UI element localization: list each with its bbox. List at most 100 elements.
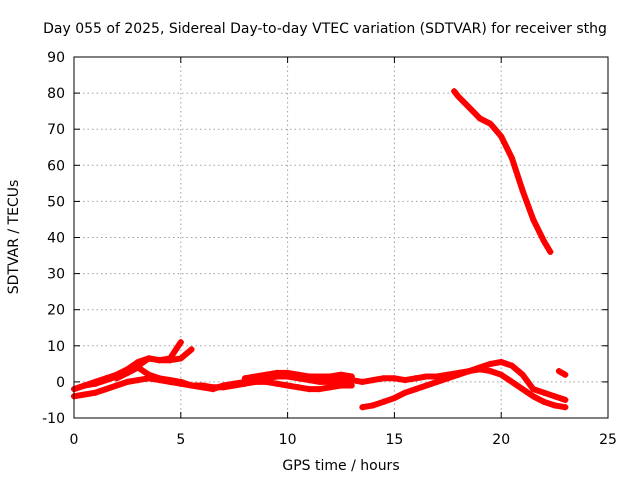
data-point [306,386,312,393]
data-point [241,380,248,387]
data-point [231,382,238,389]
data-point [476,364,483,371]
data-point [476,115,483,122]
data-point [455,371,462,378]
data-point [551,402,558,409]
x-tick-label: 20 [492,432,510,448]
data-point [124,369,131,376]
data-point [273,369,280,376]
data-point [167,378,174,385]
data-series [71,88,569,411]
data-point [177,355,184,362]
data-point [508,155,515,162]
x-axis-title: GPS time / hours [282,458,399,474]
data-point [555,368,562,375]
data-point [370,402,376,409]
data-point [487,120,494,127]
data-point [145,355,152,362]
y-tick-label: 60 [47,158,65,174]
data-point [135,377,142,384]
series-arc-g [451,88,554,255]
data-point [359,378,366,385]
data-point [92,389,99,396]
data-point [412,375,419,382]
data-point [284,382,291,389]
data-point [412,386,419,393]
data-point [380,398,387,405]
data-point [444,375,451,382]
data-point [316,386,323,393]
y-tick-label: 90 [47,50,65,66]
y-tick-label: -10 [42,411,65,427]
y-tick-label: 10 [47,339,65,355]
data-point [263,378,270,385]
data-point [199,382,206,389]
data-point [391,395,398,402]
y-tick-label: 0 [56,375,65,391]
data-point [156,357,163,364]
data-point [209,384,216,391]
data-point [338,377,344,384]
data-point [113,375,120,382]
data-point [487,360,494,367]
data-point [113,382,120,389]
data-point [391,375,398,382]
data-point [423,382,430,389]
y-tick-label: 70 [47,122,65,138]
data-point [402,389,409,396]
data-point [498,371,505,378]
data-point [423,373,430,380]
y-tick-label: 40 [47,231,65,247]
grid-lines [74,57,608,418]
data-point [530,216,537,223]
data-point [466,368,473,375]
data-point [252,373,259,380]
data-point [451,88,458,95]
x-tick-label: 0 [70,432,79,448]
data-point [124,378,131,385]
data-point [519,371,526,378]
data-point [327,373,334,380]
data-point [103,375,109,382]
data-point [434,373,441,380]
data-point [188,346,195,353]
y-tick-label: 80 [47,86,65,102]
data-point [498,133,505,140]
data-point [295,371,302,378]
data-point [338,371,344,378]
data-point [338,382,344,389]
data-point [402,377,409,384]
data-point [562,396,569,403]
data-point [487,368,494,375]
data-point [530,386,537,393]
y-tick-label: 30 [47,267,65,283]
data-point [348,373,355,380]
data-point [359,404,366,411]
data-point [380,375,387,382]
data-point [316,373,323,380]
data-point [135,362,142,369]
data-point [263,371,270,378]
data-point [241,375,248,382]
x-tick-label: 15 [385,432,403,448]
data-point [327,384,334,391]
data-point [156,377,163,384]
data-point [103,386,109,393]
data-point [145,375,152,382]
data-point [370,377,376,384]
data-point [498,359,505,365]
data-point [327,378,334,385]
data-point [284,369,291,376]
data-point [466,104,473,111]
data-point [188,382,195,389]
data-point [508,378,515,385]
data-point [547,248,554,255]
data-point [252,378,259,385]
data-point [220,384,227,391]
data-point [306,373,312,380]
data-point [177,380,184,387]
data-point [540,398,547,405]
data-point [81,382,88,389]
data-point [92,378,99,385]
